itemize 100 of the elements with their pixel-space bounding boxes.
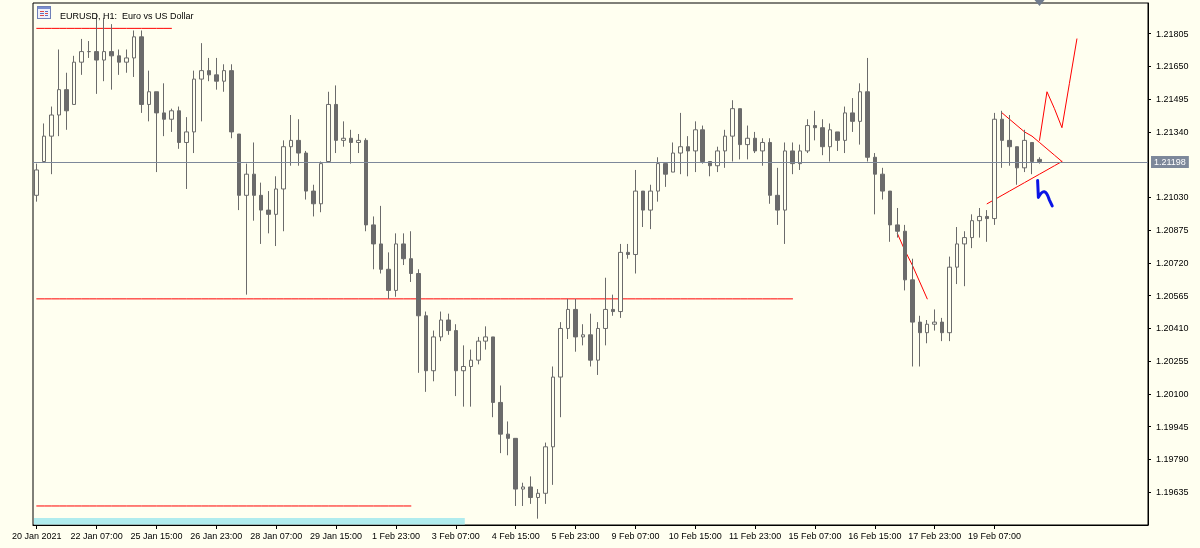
candlestick <box>970 213 974 249</box>
candlestick <box>790 141 795 175</box>
candlestick <box>124 48 129 74</box>
candlestick <box>865 57 870 162</box>
candlestick <box>304 150 308 201</box>
candlestick <box>1022 129 1027 173</box>
candlestick <box>678 112 683 175</box>
candlestick <box>207 57 211 82</box>
candlestick <box>835 131 840 152</box>
candlestick <box>955 226 959 285</box>
candlestick <box>192 70 196 154</box>
candlestick <box>910 258 915 367</box>
candlestick <box>102 17 106 82</box>
candlestick <box>289 114 293 167</box>
candlestick <box>394 232 398 298</box>
candlestick <box>745 125 750 160</box>
candlestick <box>169 108 174 133</box>
candlestick <box>431 330 436 382</box>
candlestick <box>446 313 451 336</box>
y-tick-label: 1.20720 <box>1156 257 1189 268</box>
candlestick <box>461 344 466 408</box>
candlestick <box>581 323 585 346</box>
candlestick <box>558 321 563 418</box>
candlestick <box>109 23 114 91</box>
candlestick <box>962 230 967 287</box>
candlestick <box>1015 146 1019 186</box>
candlestick <box>760 137 765 167</box>
candlestick <box>985 209 989 243</box>
candlestick <box>147 70 151 122</box>
candlestick <box>1007 114 1012 167</box>
candlestick <box>132 29 136 78</box>
candlestick <box>252 141 256 222</box>
candlestick <box>281 139 286 232</box>
candlestick <box>977 207 982 239</box>
y-tick-label: 1.19945 <box>1156 421 1189 432</box>
candlestick <box>671 141 675 173</box>
x-tick-label: 3 Feb 07:00 <box>431 530 480 541</box>
candlestick <box>506 420 510 456</box>
candlestick <box>401 232 406 266</box>
candlestick <box>311 184 316 217</box>
candlestick <box>693 120 698 173</box>
candlestick <box>42 122 46 162</box>
candlestick <box>356 133 361 154</box>
candlestick <box>237 133 241 211</box>
y-tick-label: 1.21340 <box>1156 126 1189 137</box>
candlestick <box>162 82 166 137</box>
candlestick <box>925 319 929 344</box>
candlestick <box>858 82 862 146</box>
x-tick-label: 22 Jan 07:00 <box>70 530 123 541</box>
candlestick <box>603 277 608 346</box>
y-tick-label: 1.20875 <box>1156 225 1189 236</box>
candlestick <box>618 243 623 319</box>
y-tick-label: 1.20100 <box>1156 388 1189 399</box>
y-tick-label: 1.21495 <box>1156 94 1189 105</box>
candlestick <box>715 146 720 173</box>
candlestick <box>992 112 997 226</box>
x-tick-label: 17 Feb 23:00 <box>908 530 962 541</box>
x-tick-label: 15 Feb 07:00 <box>788 530 842 541</box>
candlestick <box>783 141 787 245</box>
candlestick <box>326 91 331 162</box>
candlestick <box>491 336 495 418</box>
y-tick-label: 1.20410 <box>1156 323 1189 334</box>
candlestick <box>723 129 727 169</box>
candlestick <box>528 475 533 505</box>
x-tick-label: 9 Feb 07:00 <box>611 530 660 541</box>
x-tick-label: 29 Jan 15:00 <box>310 530 363 541</box>
candlestick <box>498 385 503 454</box>
candlestick <box>64 72 69 131</box>
y-tick-label: 1.20255 <box>1156 356 1189 367</box>
candlestick <box>918 315 922 367</box>
candlestick <box>895 207 900 239</box>
candlestick <box>454 323 458 397</box>
candlestick <box>424 311 428 393</box>
candlestick <box>49 106 54 175</box>
candlestick <box>843 106 847 154</box>
candlestick <box>700 125 705 165</box>
text: EURUSD, H1: Euro vs US Dollar <box>60 10 194 21</box>
candlestick <box>880 167 885 201</box>
candlestick <box>805 118 810 154</box>
candlestick <box>244 163 249 296</box>
candlestick <box>371 215 376 270</box>
candlestick <box>828 122 832 162</box>
candlestick <box>379 205 383 275</box>
candlestick <box>274 175 278 247</box>
candlestick <box>229 63 234 139</box>
candlestick <box>798 144 802 171</box>
x-tick-label: 10 Feb 15:00 <box>668 530 722 541</box>
candlestick <box>1037 156 1042 165</box>
candlestick <box>596 321 600 376</box>
candlestick <box>199 42 204 122</box>
candlestick <box>341 120 346 148</box>
candlestick <box>521 482 525 507</box>
candlestick <box>536 488 540 520</box>
candlestick <box>888 190 892 243</box>
candlestick <box>813 110 817 141</box>
candlestick <box>139 29 144 114</box>
candlestick <box>850 97 855 133</box>
y-tick-label: 1.20565 <box>1156 290 1189 301</box>
candlestick <box>476 336 481 365</box>
candlestick <box>483 325 488 351</box>
